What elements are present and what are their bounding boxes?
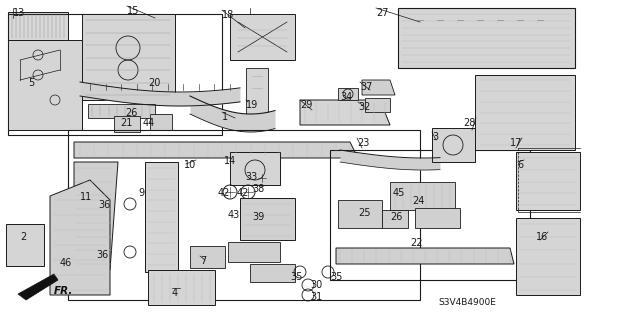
Text: 4: 4 (172, 288, 178, 298)
Text: 18: 18 (222, 10, 234, 20)
Text: 1: 1 (222, 112, 228, 122)
Text: 42: 42 (237, 188, 250, 198)
Polygon shape (190, 246, 225, 268)
Polygon shape (432, 128, 475, 162)
Text: 15: 15 (127, 6, 140, 16)
Text: 46: 46 (60, 258, 72, 268)
Text: 26: 26 (390, 212, 403, 222)
Text: 37: 37 (360, 82, 372, 92)
Text: 16: 16 (536, 232, 548, 242)
Polygon shape (382, 210, 408, 228)
Polygon shape (74, 142, 358, 158)
Polygon shape (250, 264, 295, 282)
Text: 23: 23 (357, 138, 369, 148)
Polygon shape (88, 104, 155, 118)
Text: FR.: FR. (54, 286, 74, 296)
Polygon shape (8, 12, 68, 40)
Text: 36: 36 (96, 250, 108, 260)
Text: 42: 42 (218, 188, 230, 198)
Polygon shape (74, 162, 118, 270)
Polygon shape (150, 114, 172, 130)
Text: 26: 26 (125, 108, 138, 118)
Text: 35: 35 (330, 272, 342, 282)
Text: 6: 6 (518, 160, 524, 170)
Text: S3V4B4900E: S3V4B4900E (438, 298, 496, 307)
Polygon shape (338, 88, 358, 100)
Text: 45: 45 (393, 188, 405, 198)
Polygon shape (6, 224, 44, 266)
Polygon shape (145, 162, 178, 272)
Polygon shape (50, 180, 110, 295)
Polygon shape (8, 40, 82, 130)
Text: 13: 13 (13, 8, 25, 18)
Text: 33: 33 (245, 172, 257, 182)
Polygon shape (516, 218, 580, 295)
Polygon shape (338, 200, 382, 228)
Polygon shape (336, 248, 514, 264)
Polygon shape (475, 75, 575, 150)
Polygon shape (398, 8, 575, 68)
Polygon shape (362, 80, 395, 95)
Polygon shape (230, 14, 295, 60)
Text: 38: 38 (252, 184, 264, 194)
Text: 32: 32 (358, 102, 371, 112)
Text: 28: 28 (463, 118, 476, 128)
Text: 27: 27 (376, 8, 388, 18)
Text: 30: 30 (310, 280, 323, 290)
Polygon shape (415, 208, 460, 228)
Text: 10: 10 (184, 160, 196, 170)
Text: 14: 14 (224, 156, 236, 166)
Text: 3: 3 (432, 132, 438, 142)
Text: 5: 5 (28, 78, 35, 88)
Text: 44: 44 (143, 118, 156, 128)
Polygon shape (228, 242, 280, 262)
Text: 20: 20 (148, 78, 161, 88)
Text: 17: 17 (509, 138, 522, 148)
Polygon shape (148, 270, 215, 305)
Polygon shape (300, 100, 390, 125)
Text: 7: 7 (200, 256, 206, 266)
Text: 43: 43 (228, 210, 240, 220)
Text: 29: 29 (300, 100, 312, 110)
Text: 19: 19 (246, 100, 259, 110)
Text: 31: 31 (310, 292, 323, 302)
Polygon shape (230, 152, 280, 185)
Polygon shape (18, 274, 58, 300)
Text: 21: 21 (120, 118, 132, 128)
Text: 36: 36 (98, 200, 110, 210)
Polygon shape (240, 198, 295, 240)
Polygon shape (246, 68, 268, 115)
Text: 9: 9 (138, 188, 144, 198)
Polygon shape (516, 152, 580, 210)
Text: 2: 2 (20, 232, 26, 242)
Text: 11: 11 (80, 192, 92, 202)
Text: 22: 22 (410, 238, 422, 248)
Text: 34: 34 (340, 92, 352, 102)
Polygon shape (365, 98, 390, 112)
Polygon shape (82, 14, 175, 100)
Polygon shape (390, 182, 455, 210)
Text: 25: 25 (358, 208, 371, 218)
Text: 35: 35 (290, 272, 302, 282)
Text: 39: 39 (252, 212, 264, 222)
Text: 24: 24 (412, 196, 424, 206)
Polygon shape (114, 116, 140, 132)
